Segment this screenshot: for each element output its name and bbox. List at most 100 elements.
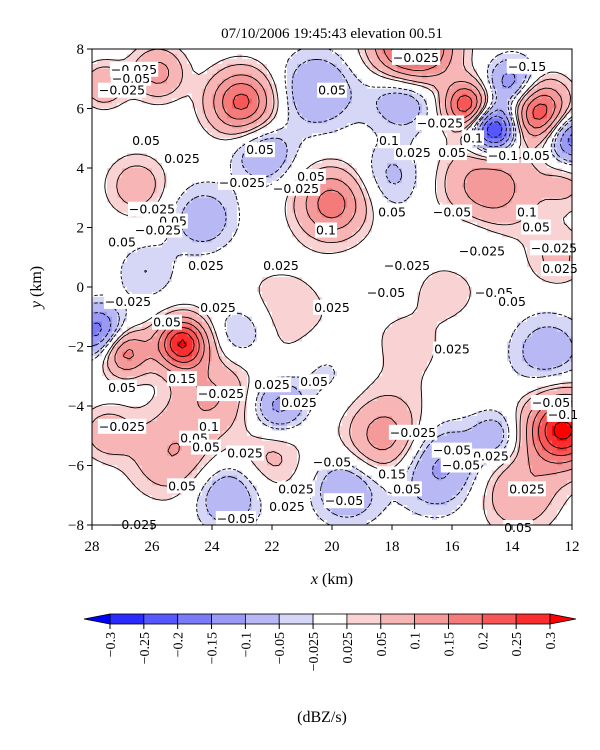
field-cell xyxy=(372,222,378,229)
field-cell xyxy=(272,237,278,243)
field-cell xyxy=(147,267,153,273)
field-cell xyxy=(287,222,293,229)
field-cell xyxy=(527,123,533,129)
field-cell xyxy=(287,78,293,85)
field-cell xyxy=(197,242,203,248)
field-cell xyxy=(322,98,328,105)
field-cell xyxy=(272,108,278,115)
field-cell xyxy=(527,296,533,303)
field-cell xyxy=(452,227,458,234)
field-cell xyxy=(202,242,208,248)
field-cell xyxy=(562,78,568,85)
field-cell xyxy=(172,291,178,298)
field-cell xyxy=(207,123,213,129)
field-cell xyxy=(362,296,368,303)
field-cell xyxy=(542,93,548,100)
field-cell xyxy=(322,277,328,283)
field-cell xyxy=(187,73,193,80)
field-cell xyxy=(467,282,473,288)
field-cell xyxy=(287,93,293,100)
field-cell xyxy=(237,68,243,75)
field-cell xyxy=(357,177,363,184)
field-cell xyxy=(312,242,318,248)
field-cell xyxy=(207,287,213,293)
field-cell xyxy=(522,108,528,115)
field-cell xyxy=(387,242,393,248)
field-cell xyxy=(172,123,178,129)
field-cell xyxy=(292,287,298,293)
field-cell xyxy=(197,138,203,144)
field-cell xyxy=(347,113,353,120)
field-cell xyxy=(102,108,108,115)
field-cell xyxy=(287,296,293,303)
field-cell xyxy=(372,58,378,65)
field-cell xyxy=(262,296,268,303)
field-cell xyxy=(457,163,463,169)
field-cell xyxy=(267,301,273,308)
field-cell xyxy=(472,182,478,189)
field-cell xyxy=(447,296,453,303)
field-cell xyxy=(147,113,153,120)
field-cell xyxy=(502,118,508,124)
field-cell xyxy=(427,272,433,278)
field-cell xyxy=(487,68,493,75)
field-cell xyxy=(467,237,473,243)
field-cell xyxy=(562,88,568,95)
field-cell xyxy=(222,296,228,303)
field-cell xyxy=(567,128,573,134)
field-cell xyxy=(157,88,163,95)
field-cell xyxy=(452,133,458,139)
field-cell xyxy=(457,232,463,239)
field-cell xyxy=(352,187,358,194)
field-cell xyxy=(397,103,403,110)
field-cell xyxy=(202,207,208,214)
field-cell xyxy=(97,68,103,75)
field-cell xyxy=(107,252,113,258)
field-cell xyxy=(197,277,203,283)
field-cell xyxy=(222,83,228,90)
field-cell xyxy=(337,98,343,105)
field-cell xyxy=(347,158,353,164)
field-cell xyxy=(382,197,388,204)
field-cell xyxy=(237,252,243,258)
field-cell xyxy=(452,187,458,194)
field-cell xyxy=(362,138,368,144)
field-cell xyxy=(502,217,508,224)
field-cell xyxy=(362,168,368,174)
field-cell xyxy=(537,128,543,134)
field-cell xyxy=(562,143,568,149)
field-cell xyxy=(552,182,558,189)
field-cell xyxy=(97,143,103,149)
field-cell xyxy=(367,232,373,239)
field-cell xyxy=(127,158,133,164)
field-cell xyxy=(242,252,248,258)
field-cell xyxy=(442,262,448,268)
field-cell xyxy=(177,177,183,184)
field-cell xyxy=(397,123,403,129)
field-cell xyxy=(477,182,483,189)
field-cell xyxy=(132,168,138,174)
field-cell xyxy=(312,78,318,85)
field-cell xyxy=(507,217,513,224)
field-cell xyxy=(287,98,293,105)
field-cell xyxy=(232,68,238,75)
field-cell xyxy=(257,128,263,134)
field-cell xyxy=(372,53,378,60)
field-cell xyxy=(312,88,318,95)
field-cell xyxy=(552,49,558,55)
field-cell xyxy=(137,123,143,129)
field-cell xyxy=(187,277,193,283)
field-cell xyxy=(347,98,353,105)
field-cell xyxy=(267,163,273,169)
field-cell xyxy=(102,207,108,214)
field-cell xyxy=(327,207,333,214)
field-cell xyxy=(457,63,463,70)
field-cell xyxy=(242,212,248,219)
field-cell xyxy=(137,168,143,174)
field-cell xyxy=(362,202,368,209)
field-cell xyxy=(387,88,393,95)
field-cell xyxy=(437,78,443,85)
field-cell xyxy=(237,58,243,65)
field-cell xyxy=(277,118,283,124)
field-cell xyxy=(552,93,558,100)
